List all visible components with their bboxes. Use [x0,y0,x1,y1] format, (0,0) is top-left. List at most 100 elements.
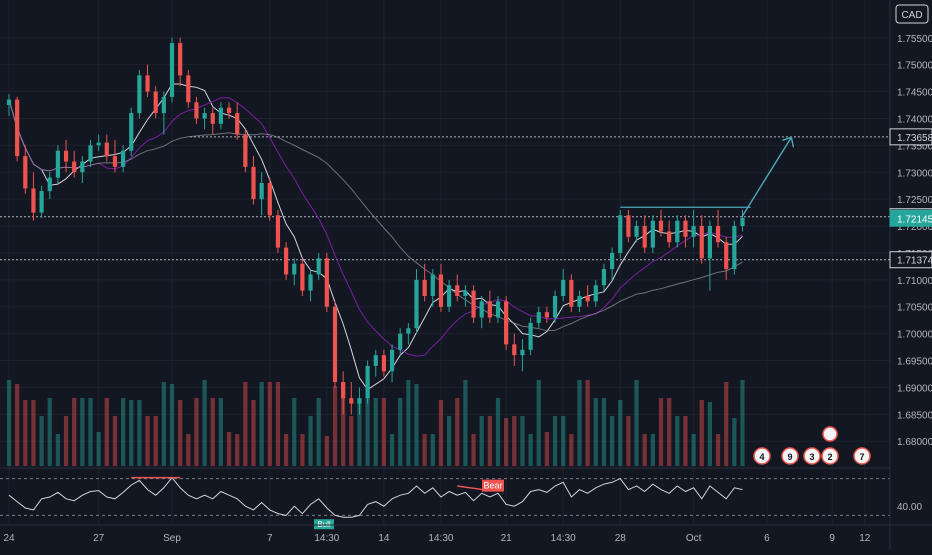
candle-body [381,355,386,372]
volume-bar [561,416,566,466]
volume-bar [137,400,142,466]
candle-body [463,290,468,296]
candle-body [422,279,427,296]
candle-body [715,226,721,243]
candle-body [552,295,558,318]
x-tick-label: Sep [163,533,181,544]
candle-body [31,188,36,213]
price-tag-label: 1.71374 [897,256,932,267]
y-tick-label: 1.69500 [897,357,932,368]
candle-body [332,306,338,383]
y-tick-label: 1.75000 [897,61,932,72]
x-tick-label: Oct [686,533,702,544]
volume-bar [691,434,696,466]
candle-body [169,43,175,97]
volume-bar [145,416,150,466]
candle-body [691,226,696,237]
candle-body [658,220,664,232]
candle-body [88,145,93,162]
bear-label-box [482,479,504,492]
volume-bar [300,434,305,466]
candle-body [536,312,541,323]
candle-body [112,156,118,167]
event-icon-count: 9 [787,452,792,462]
price-tag [889,128,932,146]
volume-bar [63,416,69,466]
candle-body [447,285,452,307]
volume-bar [324,436,329,466]
volume-bar [47,398,52,466]
volume-bar [15,384,20,466]
volume-bar [389,434,395,466]
horizontal-levels[interactable] [0,136,890,261]
volume-bar [577,380,582,466]
currency-badge[interactable] [895,4,929,24]
event-icon-circle [753,447,771,465]
candle-body [707,226,712,259]
x-tick-label: 14:30 [428,533,453,544]
event-icon-circle [853,447,871,465]
drawings[interactable] [620,136,795,217]
candle-body [275,215,281,248]
volume-bar [544,432,549,466]
candle-body [284,247,289,275]
candle-body [63,150,69,162]
volume-bar [601,398,607,466]
volume-bar [455,398,460,466]
volume-bar [284,434,289,466]
candle-body [487,301,492,318]
y-tick-label: 1.73000 [897,168,932,179]
event-icon-circle [781,447,799,465]
price-tag [889,251,932,269]
candle-body [365,365,370,399]
volume-bar [495,398,501,466]
candle-body [577,295,582,307]
candle-body [235,113,240,135]
candle-body [373,355,378,366]
candle-body [544,312,549,318]
currency-label: CAD [901,10,922,21]
volume-bar [23,400,28,466]
y-tick-label: 1.68500 [897,410,932,421]
volume-bar [218,398,223,466]
volume-bar [430,434,435,466]
y-tick-label: 1.73500 [897,141,932,152]
candle-body [218,107,223,124]
y-tick-label: 1.70000 [897,330,932,341]
volume-bar [487,416,492,466]
x-tick-label: 6 [764,533,770,544]
candle-body [96,142,101,146]
volume-bar [267,382,272,466]
candle-body [520,349,525,356]
candle-body [626,215,631,237]
candle-body [55,150,60,178]
volume-bar [316,398,321,466]
rsi-tick-label: 40.00 [897,502,922,513]
volume-bar [471,434,476,466]
volume-bar [275,382,281,466]
volume-bar [398,398,403,466]
candle-body [430,274,435,296]
event-icons[interactable]: 4 9 3 2 7 [753,426,871,465]
candle-body [642,226,647,248]
volume-bar [332,386,338,466]
x-tick-label: 14:30 [551,533,576,544]
x-tick-label: 14 [378,533,390,544]
x-tick-label: 24 [3,533,15,544]
event-icon: 7 [853,447,871,465]
volume-bar [161,382,166,466]
x-tick-label: 7 [267,533,273,544]
volume-bar [80,398,85,466]
volume-bar [406,380,411,466]
candle-body [740,217,745,227]
volume-bar [479,416,484,466]
volume-bar [569,434,574,466]
candle-body [699,226,704,259]
candle-body [308,274,313,291]
volume-bar [381,398,386,466]
candlesticks [6,37,745,415]
rsi-line [8,476,743,518]
